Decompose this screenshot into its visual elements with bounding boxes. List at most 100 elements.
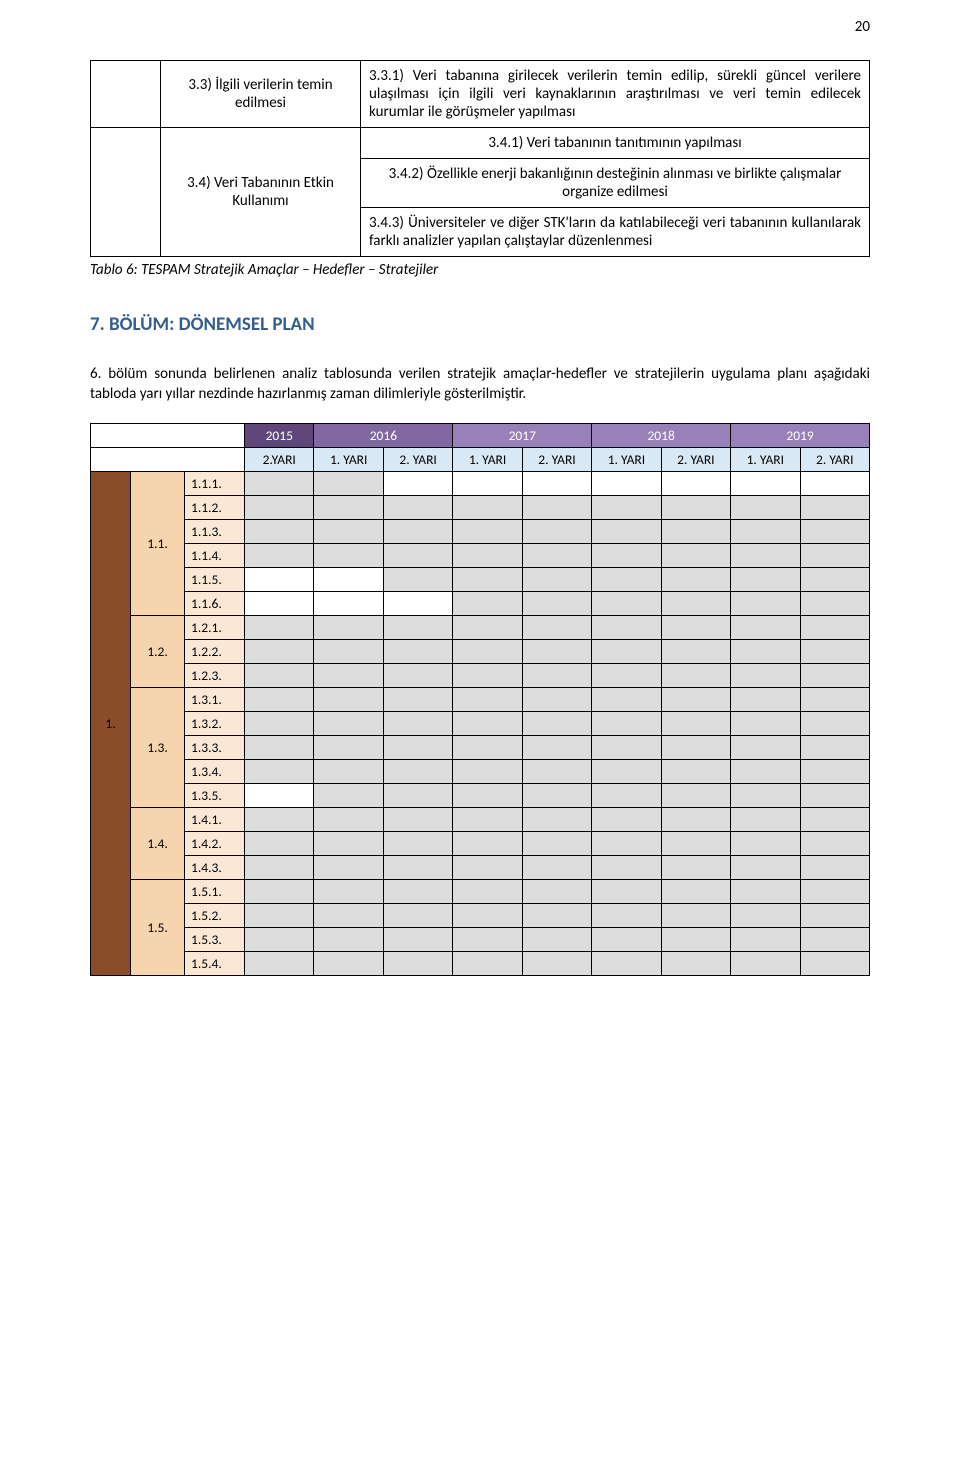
gantt-cell xyxy=(731,471,800,495)
gantt-cell xyxy=(731,519,800,543)
gantt-cell xyxy=(592,663,661,687)
gantt-cell xyxy=(245,927,314,951)
gantt-cell xyxy=(661,783,730,807)
gantt-cell xyxy=(522,783,591,807)
gantt-cell xyxy=(453,951,522,975)
gantt-cell xyxy=(592,591,661,615)
gantt-cell xyxy=(731,591,800,615)
gantt-task-label: 1.4.3. xyxy=(185,855,245,879)
gantt-cell xyxy=(731,879,800,903)
gantt-task-label: 1.1.1. xyxy=(185,471,245,495)
gantt-cell xyxy=(592,735,661,759)
gantt-cell xyxy=(731,495,800,519)
cell-empty xyxy=(91,61,161,128)
gantt-task-label: 1.4.1. xyxy=(185,807,245,831)
gantt-cell xyxy=(522,759,591,783)
gantt-cell xyxy=(383,567,452,591)
gantt-cell xyxy=(731,711,800,735)
gantt-subgroup-label: 1.1. xyxy=(131,471,185,615)
gantt-cell xyxy=(245,471,314,495)
gantt-cell xyxy=(731,807,800,831)
gantt-cell xyxy=(592,831,661,855)
gantt-cell xyxy=(731,831,800,855)
gantt-cell xyxy=(383,831,452,855)
gantt-cell xyxy=(592,879,661,903)
gantt-cell xyxy=(314,903,383,927)
gantt-cell xyxy=(800,735,869,759)
gantt-half-header: 2. YARI xyxy=(383,447,452,471)
gantt-cell xyxy=(522,735,591,759)
gantt-cell xyxy=(245,615,314,639)
gantt-cell xyxy=(314,927,383,951)
gantt-cell xyxy=(800,711,869,735)
gantt-cell xyxy=(314,735,383,759)
gantt-task-label: 1.1.2. xyxy=(185,495,245,519)
cell-3-4-2: 3.4.2) Özellikle enerji bakanlığının des… xyxy=(361,159,870,208)
gantt-cell xyxy=(522,711,591,735)
gantt-task-label: 1.3.1. xyxy=(185,687,245,711)
gantt-cell xyxy=(661,495,730,519)
gantt-cell xyxy=(592,951,661,975)
gantt-cell xyxy=(800,855,869,879)
gantt-year-header: 2015 xyxy=(245,423,314,447)
gantt-cell xyxy=(245,495,314,519)
gantt-cell xyxy=(661,855,730,879)
gantt-cell xyxy=(800,519,869,543)
gantt-cell xyxy=(453,927,522,951)
gantt-cell xyxy=(592,855,661,879)
gantt-cell xyxy=(661,903,730,927)
gantt-cell xyxy=(314,879,383,903)
gantt-cell xyxy=(453,855,522,879)
gantt-cell xyxy=(453,543,522,567)
gantt-header-blank xyxy=(91,423,245,447)
gantt-cell xyxy=(592,759,661,783)
gantt-cell xyxy=(245,735,314,759)
gantt-half-header: 1. YARI xyxy=(453,447,522,471)
cell-3-3-1: 3.3.1) Veri tabanına girilecek verilerin… xyxy=(361,61,870,128)
gantt-cell xyxy=(522,927,591,951)
gantt-cell xyxy=(592,927,661,951)
gantt-cell xyxy=(383,687,452,711)
gantt-cell xyxy=(245,855,314,879)
gantt-cell xyxy=(453,519,522,543)
gantt-cell xyxy=(800,471,869,495)
gantt-cell xyxy=(661,663,730,687)
gantt-cell xyxy=(314,687,383,711)
gantt-cell xyxy=(800,951,869,975)
gantt-cell xyxy=(245,711,314,735)
gantt-task-label: 1.4.2. xyxy=(185,831,245,855)
gantt-cell xyxy=(731,567,800,591)
gantt-task-label: 1.5.3. xyxy=(185,927,245,951)
gantt-cell xyxy=(800,591,869,615)
gantt-cell xyxy=(661,951,730,975)
gantt-task-label: 1.2.2. xyxy=(185,639,245,663)
gantt-half-header: 2.YARI xyxy=(245,447,314,471)
gantt-cell xyxy=(522,519,591,543)
gantt-half-header: 2. YARI xyxy=(522,447,591,471)
gantt-cell xyxy=(245,687,314,711)
gantt-year-header: 2019 xyxy=(731,423,870,447)
gantt-cell xyxy=(731,951,800,975)
gantt-task-label: 1.1.3. xyxy=(185,519,245,543)
gantt-cell xyxy=(800,543,869,567)
page-number: 20 xyxy=(855,18,870,36)
gantt-cell xyxy=(592,711,661,735)
gantt-task-label: 1.1.4. xyxy=(185,543,245,567)
gantt-cell xyxy=(314,663,383,687)
gantt-cell xyxy=(592,519,661,543)
gantt-cell xyxy=(661,831,730,855)
gantt-cell xyxy=(453,903,522,927)
gantt-cell xyxy=(314,951,383,975)
gantt-cell xyxy=(383,855,452,879)
gantt-cell xyxy=(453,831,522,855)
gantt-cell xyxy=(661,591,730,615)
gantt-cell xyxy=(522,879,591,903)
gantt-cell xyxy=(314,591,383,615)
gantt-cell xyxy=(453,783,522,807)
gantt-cell xyxy=(314,807,383,831)
gantt-cell xyxy=(314,519,383,543)
gantt-cell xyxy=(592,903,661,927)
gantt-cell xyxy=(314,615,383,639)
gantt-cell xyxy=(383,663,452,687)
gantt-cell xyxy=(522,495,591,519)
